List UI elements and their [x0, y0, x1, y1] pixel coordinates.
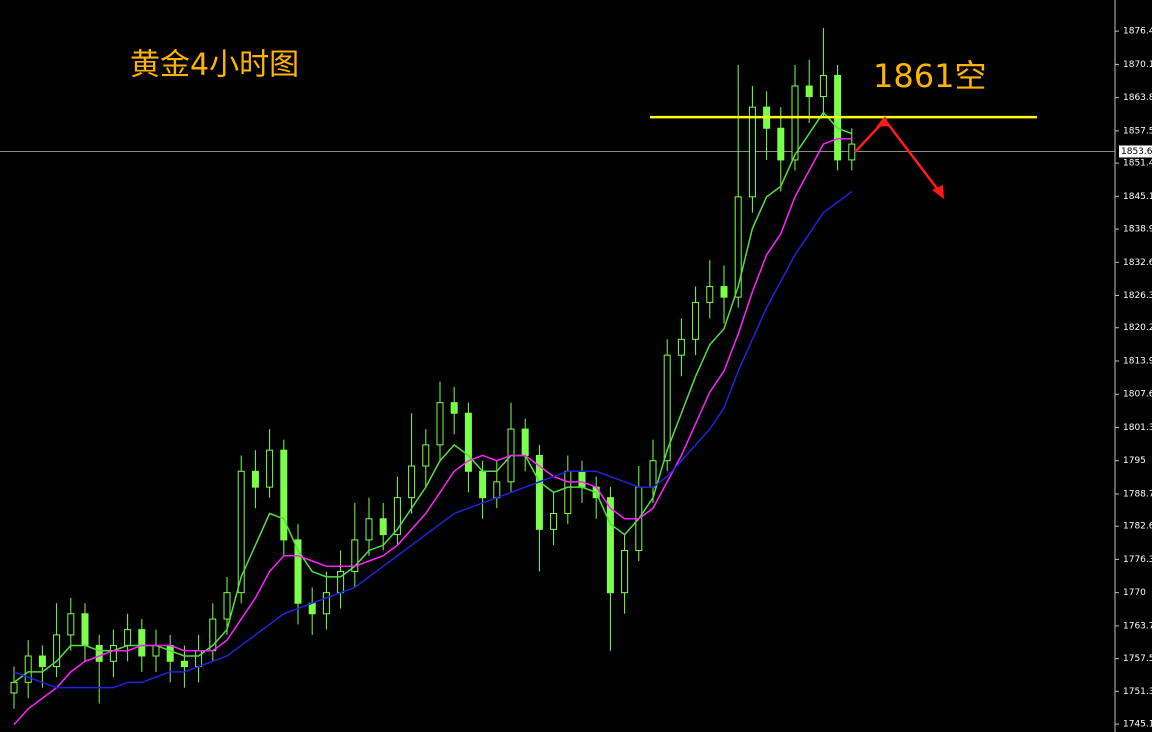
- candle-body: [280, 449, 288, 541]
- y-tick-label: 1838.9: [1123, 225, 1152, 235]
- candle-body: [621, 549, 629, 594]
- candle-body: [53, 634, 61, 668]
- candle-body: [649, 460, 657, 488]
- candle-body: [422, 444, 430, 467]
- candle-body: [195, 650, 203, 668]
- candle-body: [109, 644, 117, 662]
- candle-body: [819, 74, 827, 98]
- candle-body: [408, 465, 416, 499]
- candle-body: [38, 655, 46, 668]
- y-tick-label: 1795: [1123, 456, 1146, 466]
- candle-body: [308, 602, 316, 615]
- y-tick-label: 1770: [1123, 588, 1146, 598]
- candle-body: [450, 402, 458, 414]
- y-tick-label: 1870.1: [1123, 60, 1152, 70]
- candle-body: [677, 338, 685, 356]
- arrow-head: [876, 116, 889, 127]
- price-label-box: [1119, 145, 1152, 158]
- candle-body: [251, 470, 259, 488]
- y-tick-label: 1763.7: [1123, 621, 1152, 631]
- candle-body: [294, 539, 302, 604]
- candle-body: [720, 286, 728, 298]
- candle-body: [606, 497, 614, 594]
- y-tick-label: 1813.9: [1123, 356, 1152, 366]
- y-tick-label: 1776.3: [1123, 555, 1152, 565]
- y-tick-label: 1757.5: [1123, 654, 1152, 664]
- y-tick-label: 1751.3: [1123, 687, 1152, 697]
- candle-body: [365, 518, 373, 541]
- candle-body: [393, 497, 401, 536]
- candle-body: [81, 613, 89, 646]
- candle-body: [152, 644, 160, 657]
- candle-body: [521, 428, 529, 456]
- y-tick-label: 1807.6: [1123, 390, 1152, 400]
- candle-body: [706, 286, 714, 303]
- candle-body: [10, 681, 18, 694]
- candle-body: [748, 106, 756, 198]
- current-price-label: 1853.6: [1121, 147, 1152, 157]
- candle-body: [351, 539, 359, 573]
- candle-body: [493, 481, 501, 499]
- annotation: 1861空: [873, 57, 986, 95]
- candle-body: [124, 629, 132, 646]
- candle-body: [180, 660, 188, 668]
- y-tick-label: 1820.2: [1123, 323, 1152, 333]
- candle-body: [564, 470, 572, 515]
- y-tick-label: 1876.4: [1123, 27, 1152, 37]
- candle-body: [535, 454, 543, 530]
- candle-body: [734, 196, 742, 298]
- y-tick-label: 1782.6: [1123, 522, 1152, 532]
- y-tick-label: 1745.1: [1123, 720, 1152, 730]
- candle-body: [237, 470, 245, 594]
- candle-body: [379, 518, 387, 536]
- candle-body: [692, 301, 700, 340]
- candle-body: [223, 592, 231, 620]
- y-tick-label: 1851.4: [1123, 159, 1152, 169]
- chart-title: 黄金4小时图: [130, 48, 299, 83]
- y-tick-label: 1863.8: [1123, 93, 1152, 103]
- moving-average: [13, 138, 852, 726]
- moving-average: [13, 190, 853, 689]
- candle-body: [550, 513, 558, 530]
- candle-body: [138, 629, 146, 657]
- candle-body: [777, 127, 785, 161]
- candle-body: [266, 449, 274, 488]
- candle-body: [67, 613, 75, 636]
- candle-body: [791, 85, 799, 161]
- y-tick-label: 1826.3: [1123, 291, 1152, 301]
- y-tick-label: 1788.7: [1123, 489, 1152, 499]
- y-tick-label: 1845.1: [1123, 192, 1152, 202]
- candle-body: [166, 644, 174, 662]
- candle-body: [24, 655, 32, 683]
- candle-body: [578, 470, 586, 488]
- candle-body: [464, 412, 472, 472]
- candle-body: [95, 644, 103, 662]
- candle-body: [479, 470, 487, 499]
- candle-body: [663, 354, 671, 462]
- y-tick-label: 1857.5: [1123, 126, 1152, 136]
- candle-body: [436, 402, 444, 446]
- y-tick-label: 1832.6: [1123, 258, 1152, 268]
- arrow-head: [932, 185, 944, 199]
- candle-body: [848, 143, 856, 161]
- candle-body: [805, 85, 813, 98]
- y-tick-label: 1801.3: [1123, 423, 1152, 433]
- plot-area: [0, 27, 1115, 726]
- candle-body: [322, 592, 330, 615]
